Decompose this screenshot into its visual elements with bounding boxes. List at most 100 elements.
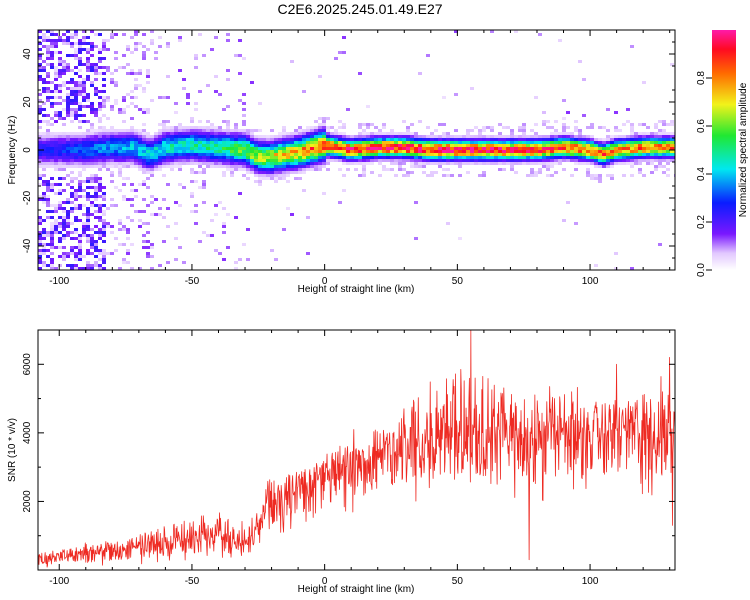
spectrogram-cell [182, 129, 186, 132]
spectrogram-cell [238, 138, 242, 141]
spectrogram-cell [198, 159, 202, 162]
spectrogram-cell [538, 33, 542, 36]
spectrogram-cell [42, 78, 46, 81]
spectrogram-cell [418, 153, 422, 156]
spectrogram-cell [106, 39, 110, 42]
spectrogram-cell [54, 120, 58, 123]
spectrogram-cell [190, 180, 194, 183]
spectrogram-cell [318, 168, 322, 171]
spectrogram-cell [142, 198, 146, 201]
spectrogram-cell [134, 138, 138, 141]
spectrogram-cell [298, 144, 302, 147]
spectrogram-cell [42, 36, 46, 39]
spectrogram-cell [574, 144, 578, 147]
spectrogram-cell [66, 132, 70, 135]
spectrogram-cell [414, 138, 418, 141]
spectrogram-cell [302, 153, 306, 156]
spectrogram-cell [94, 249, 98, 252]
spectrogram-cell [258, 150, 262, 153]
spectrogram-cell [450, 162, 454, 165]
spectrogram-cell [262, 138, 266, 141]
spectrogram-cell [654, 165, 658, 168]
spectrogram-cell [382, 141, 386, 144]
spectrogram-cell [410, 165, 414, 168]
spectrogram-cell [242, 243, 246, 246]
spectrogram-cell [550, 162, 554, 165]
spectrogram-cell [518, 129, 522, 132]
spectrogram-cell [362, 132, 366, 135]
spectrogram-cell [70, 42, 74, 45]
spectrogram-cell [334, 132, 338, 135]
spectrogram-cell [130, 51, 134, 54]
spectrogram-cell [166, 135, 170, 138]
spectrogram-cell [42, 201, 46, 204]
spectrogram-cell [350, 150, 354, 153]
spectrogram-cell [242, 120, 246, 123]
spectrogram-cell [330, 153, 334, 156]
spectrogram-cell [90, 264, 94, 267]
spectrogram-cell [342, 156, 346, 159]
spectrogram-cell [510, 138, 514, 141]
spectrogram-cell [454, 150, 458, 153]
spectrogram-cell [62, 141, 66, 144]
spectrogram-cell [546, 141, 550, 144]
spectrogram-cell [210, 138, 214, 141]
spectrogram-cell [54, 90, 58, 93]
spectrogram-cell [118, 222, 122, 225]
spectrogram-cell [186, 132, 190, 135]
spectrogram-cell [574, 141, 578, 144]
spectrogram-cell [530, 150, 534, 153]
spectrogram-cell [174, 111, 178, 114]
spectrogram-cell [42, 138, 46, 141]
spectrogram-cell [110, 78, 114, 81]
spectrogram-cell [586, 156, 590, 159]
spectrogram-cell [98, 234, 102, 237]
spectrogram-cell [194, 138, 198, 141]
spectrogram-cell [394, 147, 398, 150]
spectrogram-cell [258, 141, 262, 144]
spectrogram-cell [138, 69, 142, 72]
spectrogram-cell [406, 132, 410, 135]
spectrogram-cell [146, 252, 150, 255]
spectrogram-cell [326, 147, 330, 150]
spectrogram-cell [406, 150, 410, 153]
spectrogram-cell [114, 186, 118, 189]
spectrogram-cell [426, 126, 430, 129]
spectrogram-cell [386, 168, 390, 171]
spectrogram-cell [194, 141, 198, 144]
spectrogram-cell [178, 204, 182, 207]
spectrogram-cell [470, 135, 474, 138]
spectrogram-cell [46, 132, 50, 135]
spectrogram-cell [302, 138, 306, 141]
spectrogram-cell [190, 132, 194, 135]
spectrogram-cell [182, 144, 186, 147]
spectrogram-cell [46, 72, 50, 75]
spectrogram-cell [394, 153, 398, 156]
colorbar-gradient [712, 30, 736, 270]
spectrogram-cell [382, 138, 386, 141]
spectrogram-cell [106, 144, 110, 147]
spectrogram-cell [662, 138, 666, 141]
spectrogram-cell [46, 255, 50, 258]
spectrogram-cell [66, 135, 70, 138]
spectrogram-cell [134, 159, 138, 162]
spectrogram-cell [422, 147, 426, 150]
spectrogram-cell [186, 126, 190, 129]
spectrogram-cell [102, 156, 106, 159]
spectrogram-cell [670, 156, 674, 159]
spectrogram-cell [142, 123, 146, 126]
spectrogram-cell [486, 144, 490, 147]
spectrogram-cell [62, 225, 66, 228]
spectrogram-cell [98, 159, 102, 162]
spectrogram-cell [118, 144, 122, 147]
spectrogram-cell [282, 174, 286, 177]
spectrogram-cell [66, 30, 70, 33]
spectrogram-cell [342, 162, 346, 165]
spectrogram-cell [142, 87, 146, 90]
spectrogram-cell [110, 204, 114, 207]
spectrogram-cell [62, 228, 66, 231]
spectrogram-cell [654, 132, 658, 135]
spectrogram-cell [186, 135, 190, 138]
spectrogram-cell [42, 81, 46, 84]
spectrogram-cell [190, 156, 194, 159]
